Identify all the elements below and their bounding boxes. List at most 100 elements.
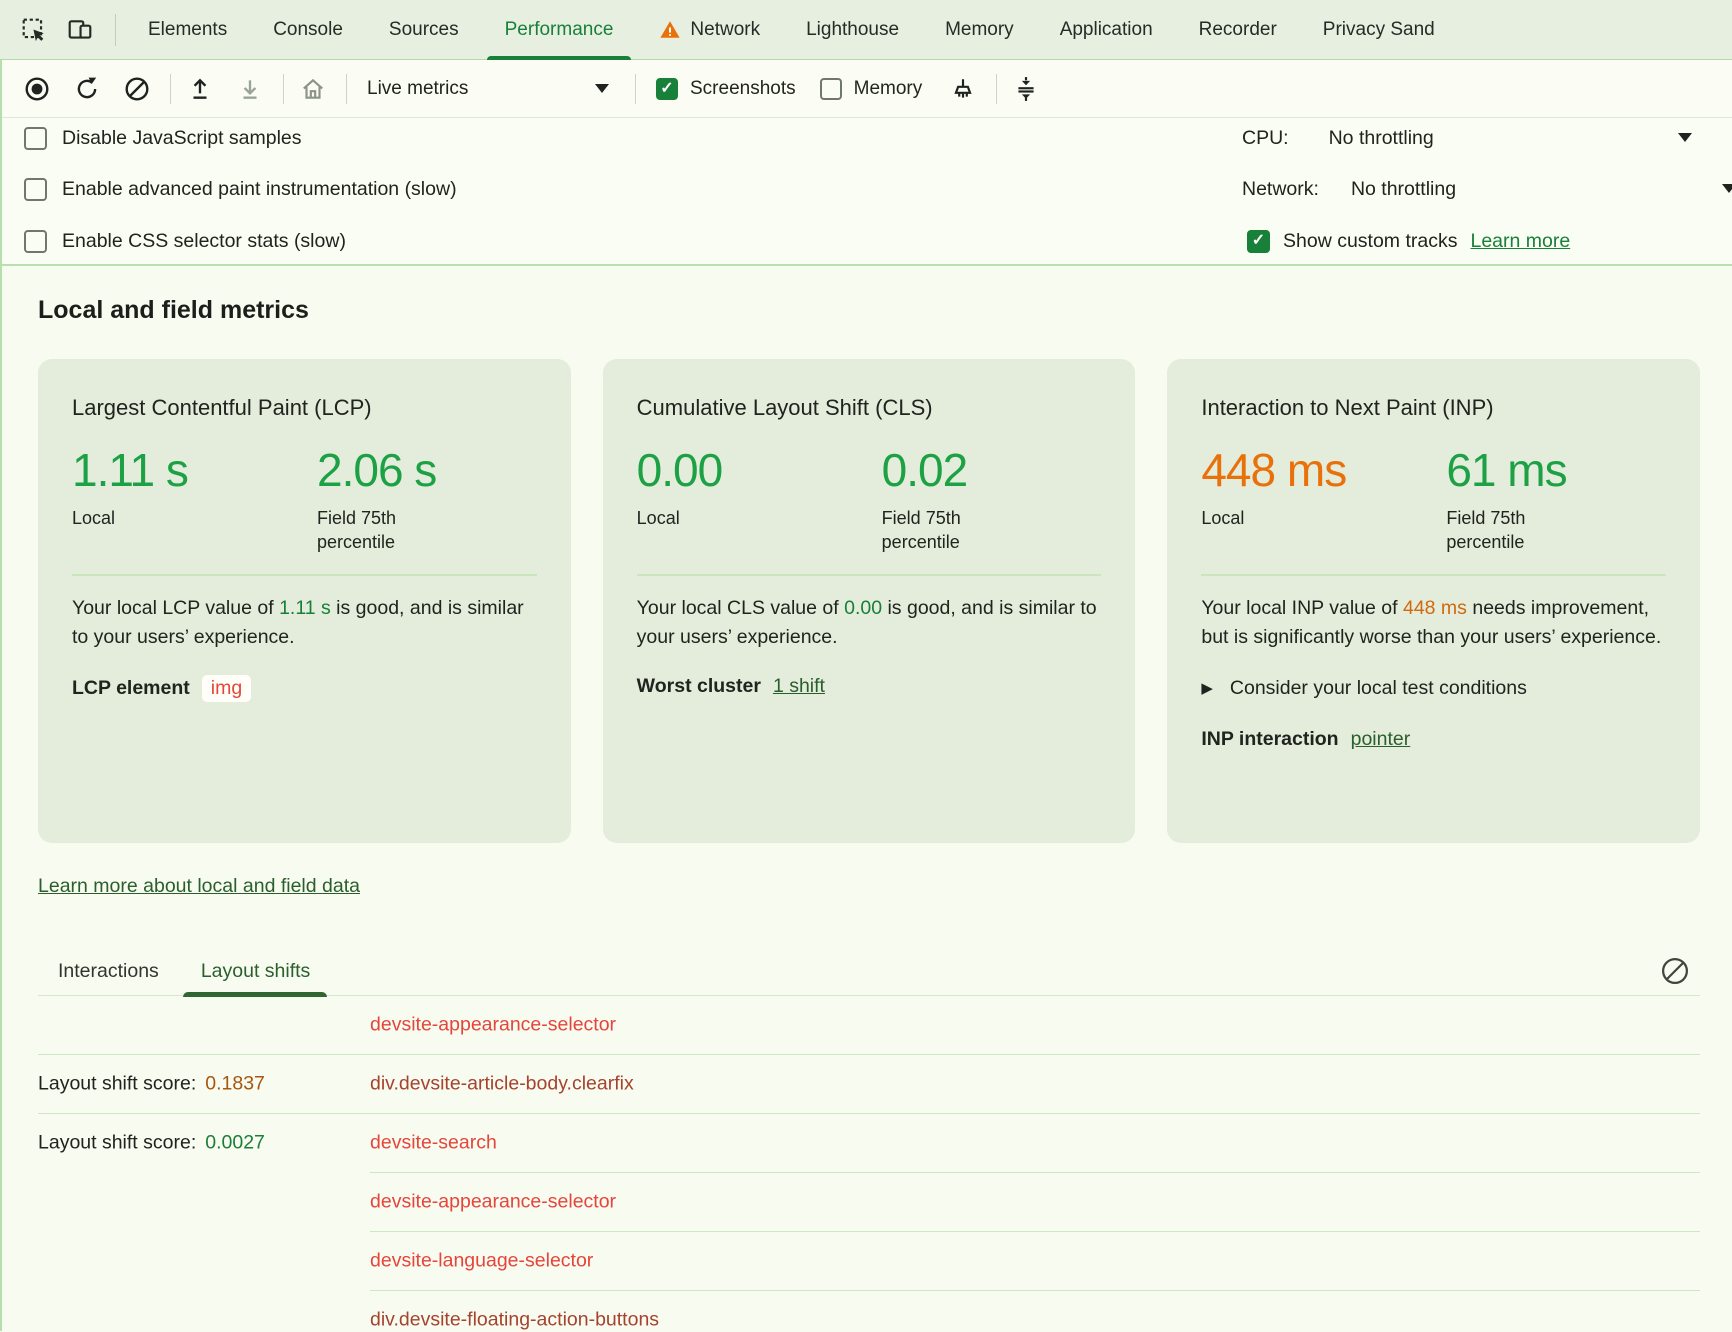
tab-network[interactable]: Network xyxy=(636,0,783,60)
divider xyxy=(170,73,171,104)
row-divider xyxy=(370,1290,1700,1291)
setting-row: Enable advanced paint instrumentation (s… xyxy=(24,175,457,203)
shift-element-link[interactable]: div.devsite-article-body.clearfix xyxy=(370,1072,634,1095)
advanced-paint-instrumentation-checkbox[interactable] xyxy=(24,177,47,201)
row-divider xyxy=(38,1054,1700,1055)
divider xyxy=(115,13,116,46)
device-toolbar-button[interactable] xyxy=(60,10,100,50)
tab-sources[interactable]: Sources xyxy=(366,0,482,60)
log-tabbar: Interactions Layout shifts xyxy=(38,948,1700,997)
lcp-element-link[interactable]: img xyxy=(201,674,252,702)
shift-element-link[interactable]: devsite-search xyxy=(370,1131,497,1154)
card-title: Largest Contentful Paint (LCP) xyxy=(72,395,372,420)
record-and-reload-button[interactable] xyxy=(70,72,104,106)
chevron-down-icon xyxy=(1678,133,1692,142)
history-select-value: Live metrics xyxy=(367,77,469,99)
memory-checkbox-label: Memory xyxy=(853,77,923,99)
checkbox-label: Disable JavaScript samples xyxy=(62,126,302,149)
inp-inline-value: 448 ms xyxy=(1402,597,1467,620)
inp-field-value: 61 ms xyxy=(1446,444,1567,496)
card-title: Cumulative Layout Shift (CLS) xyxy=(636,395,933,420)
inp-local-value: 448 ms xyxy=(1201,444,1347,496)
card-title: Interaction to Next Paint (INP) xyxy=(1201,395,1494,420)
history-select[interactable]: Live metrics xyxy=(359,78,623,100)
memory-checkbox[interactable] xyxy=(819,77,842,100)
shift-element-link[interactable]: devsite-appearance-selector xyxy=(370,1190,617,1213)
worst-cluster-link[interactable]: 1 shift xyxy=(772,674,825,697)
css-selector-stats-checkbox[interactable] xyxy=(24,229,47,253)
local-test-conditions-expander[interactable]: ▶ Consider your local test conditions xyxy=(1201,677,1666,700)
tab-elements[interactable]: Elements xyxy=(125,0,250,60)
clear-icon xyxy=(1662,958,1688,984)
setting-row: Enable CSS selector stats (slow) xyxy=(24,227,346,255)
load-profile-button[interactable] xyxy=(183,72,217,106)
expand-triangle-icon: ▶ xyxy=(1201,680,1213,698)
collapse-icon xyxy=(1018,76,1034,101)
performance-panel: Live metrics Screenshots Memory Disab xyxy=(0,60,1732,1331)
shift-element-link[interactable]: devsite-language-selector xyxy=(370,1249,594,1272)
reload-icon xyxy=(77,77,97,98)
network-throttling-value: No throttling xyxy=(1350,177,1457,200)
tab-performance[interactable]: Performance xyxy=(482,0,637,60)
shift-score-value: 0.1837 xyxy=(205,1072,265,1095)
layout-shift-row: devsite-language-selector xyxy=(38,1232,1700,1290)
home-button[interactable] xyxy=(296,72,330,106)
inspect-element-button[interactable] xyxy=(14,10,54,50)
lcp-inline-value: 1.11 s xyxy=(279,597,331,620)
tab-lighthouse[interactable]: Lighthouse xyxy=(783,0,922,60)
cls-description: Your local CLS value of 0.00 is good, an… xyxy=(636,597,1097,649)
layout-shift-row: devsite-appearance-selector xyxy=(38,996,1700,1054)
tab-label: Application xyxy=(1059,18,1153,40)
capture-settings: Disable JavaScript samples Enable advanc… xyxy=(2,118,1732,266)
cls-field-value: 0.02 xyxy=(881,444,969,496)
cls-local-value: 0.00 xyxy=(636,444,724,496)
tab-console[interactable]: Console xyxy=(250,0,366,60)
card-divider xyxy=(1201,574,1667,577)
shift-score: Layout shift score: 0.0027 xyxy=(38,1131,265,1154)
lcp-description: Your local LCP value of 1.11 s is good, … xyxy=(72,597,524,649)
shift-element-link[interactable]: div.devsite-floating-action-buttons xyxy=(370,1308,660,1331)
tab-application[interactable]: Application xyxy=(1037,0,1176,60)
row-divider xyxy=(370,1231,1700,1232)
cpu-throttling-select[interactable]: CPU: No throttling xyxy=(1242,124,1434,152)
performance-toolbar: Live metrics Screenshots Memory xyxy=(2,60,1732,118)
tab-label: Performance xyxy=(504,18,614,40)
save-profile-button[interactable] xyxy=(233,72,267,106)
tab-label: Network xyxy=(690,18,761,40)
upload-icon xyxy=(193,78,207,99)
disable-js-samples-checkbox[interactable] xyxy=(24,126,47,150)
tab-memory[interactable]: Memory xyxy=(922,0,1037,60)
inp-interaction-label: INP interaction xyxy=(1201,727,1339,750)
tab-privacy-sandbox[interactable]: Privacy Sand xyxy=(1300,0,1458,60)
layout-shift-row: Layout shift score: 0.0027 devsite-searc… xyxy=(38,1114,1700,1172)
broom-icon xyxy=(954,78,972,98)
collapse-sections-button[interactable] xyxy=(1009,72,1043,106)
shift-element-link[interactable]: devsite-appearance-selector xyxy=(370,1013,617,1036)
network-throttling-select[interactable]: Network: No throttling xyxy=(1242,175,1456,203)
shift-score: Layout shift score: 0.1837 xyxy=(38,1072,265,1095)
screenshots-checkbox[interactable] xyxy=(656,77,678,100)
show-custom-tracks-checkbox[interactable] xyxy=(1247,229,1270,253)
inspect-cursor-icon xyxy=(22,18,44,41)
inp-card: Interaction to Next Paint (INP) 448 ms L… xyxy=(1167,359,1701,843)
divider xyxy=(996,73,998,104)
home-icon xyxy=(303,78,323,99)
collect-garbage-button[interactable] xyxy=(946,72,980,106)
tab-recorder[interactable]: Recorder xyxy=(1176,0,1300,60)
clear-recordings-button[interactable] xyxy=(120,72,154,106)
lcp-element-label: LCP element xyxy=(72,676,190,699)
tab-interactions[interactable]: Interactions xyxy=(58,960,159,982)
local-label: Local xyxy=(636,507,680,528)
layout-shift-row: devsite-appearance-selector xyxy=(38,1173,1700,1231)
learn-more-field-data-link[interactable]: Learn more about local and field data xyxy=(38,875,360,897)
custom-tracks-learn-more-link[interactable]: Learn more xyxy=(1470,229,1571,252)
clear-log-button[interactable] xyxy=(1660,956,1690,986)
inp-interaction-link[interactable]: pointer xyxy=(1350,727,1411,750)
record-button[interactable] xyxy=(20,72,54,106)
tab-label: Recorder xyxy=(1198,18,1277,40)
block-icon xyxy=(125,77,149,100)
divider xyxy=(635,73,636,104)
tab-layout-shifts[interactable]: Layout shifts xyxy=(182,948,328,997)
network-label: Network: xyxy=(1242,177,1319,200)
row-divider xyxy=(38,1113,1700,1114)
